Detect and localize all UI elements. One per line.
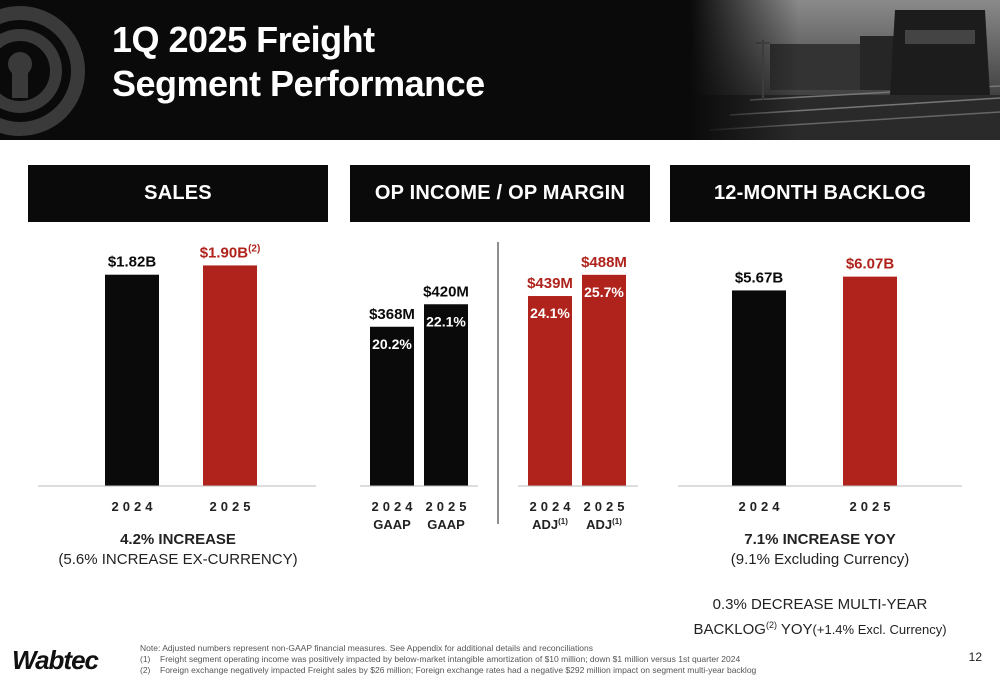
backlog-caption: 7.1% INCREASE YOY (9.1% Excluding Curren… bbox=[670, 530, 970, 570]
backlog-tick-label-2: 2025 bbox=[850, 499, 895, 514]
op_income-sub-label-4: ADJ(1) bbox=[586, 517, 622, 532]
wabtec-logo-mark bbox=[0, 6, 85, 136]
footnotes: Note: Adjusted numbers represent non-GAA… bbox=[140, 643, 900, 676]
backlog-bar-2 bbox=[843, 276, 897, 486]
page-title: 1Q 2025 Freight Segment Performance bbox=[112, 18, 485, 106]
backlog-panel-header: 12-MONTH BACKLOG bbox=[670, 165, 970, 222]
backlog-caption-headline: 7.1% INCREASE YOY bbox=[744, 531, 896, 548]
sales-bar-1 bbox=[105, 274, 159, 486]
sales-panel-header: SALES bbox=[28, 165, 328, 222]
op_income-tick-label-1: 2024 bbox=[372, 499, 417, 514]
op_income-bar-2 bbox=[424, 304, 468, 486]
op_income-margin-label-4: 25.7% bbox=[584, 284, 624, 300]
sales-tick-label-1: 2024 bbox=[112, 499, 157, 514]
wabtec-logo-wordmark: Wabtec bbox=[12, 645, 99, 675]
op_income-bar-4 bbox=[582, 274, 626, 486]
page-number: 12 bbox=[968, 650, 982, 664]
op_income-margin-label-3: 24.1% bbox=[530, 305, 570, 321]
sales-caption: 4.2% INCREASE (5.6% INCREASE EX-CURRENCY… bbox=[28, 530, 328, 570]
sales-bar-2 bbox=[203, 265, 257, 486]
backlog-caption-detail: (9.1% Excluding Currency) bbox=[730, 551, 910, 568]
op_income-margin-label-1: 20.2% bbox=[372, 336, 412, 352]
op_income-value-label-3: $439M bbox=[527, 275, 573, 292]
op-income-chart: $368M 20.2% 2024 GAAP $420M 22.1% 2025 GAAP $439… bbox=[360, 242, 638, 532]
sales-tick-label-2: 2025 bbox=[210, 499, 255, 514]
title-line-1: 1Q 2025 Freight bbox=[112, 19, 375, 60]
sales-caption-headline: 4.2% INCREASE bbox=[120, 531, 236, 548]
op_income-margin-label-2: 22.1% bbox=[426, 313, 466, 329]
footnote-2: (2) Foreign exchange negatively impacted … bbox=[140, 665, 757, 675]
op-income-panel-header: OP INCOME / OP MARGIN bbox=[350, 165, 650, 222]
title-line-2: Segment Performance bbox=[112, 63, 485, 104]
op_income-value-label-1: $368M bbox=[369, 306, 415, 323]
op-income-panel-title: OP INCOME / OP MARGIN bbox=[374, 182, 626, 204]
locomotive-photo bbox=[690, 0, 1000, 140]
backlog-bar-1 bbox=[732, 290, 786, 486]
backlog-value-label-2: $6.07B bbox=[846, 256, 895, 273]
op_income-tick-label-4: 2025 bbox=[584, 499, 629, 514]
op_income-value-label-2: $420M bbox=[423, 283, 469, 300]
sales-chart: $1.82B 2024 $1.90B(2) 2025 bbox=[38, 243, 316, 514]
op_income-sub-label-3: ADJ(1) bbox=[532, 517, 568, 532]
op_income-sub-label-1: GAAP bbox=[373, 517, 411, 532]
multi-year-backlog-caption: 0.3% DECREASE MULTI-YEAR BACKLOG(2) YOY(… bbox=[670, 595, 970, 640]
multi-year-backlog-line1: 0.3% DECREASE MULTI-YEAR bbox=[712, 596, 928, 613]
sales-caption-detail: (5.6% INCREASE EX-CURRENCY) bbox=[58, 551, 298, 568]
sales-panel-title: SALES bbox=[144, 182, 212, 204]
op_income-tick-label-3: 2024 bbox=[530, 499, 575, 514]
backlog-value-label-1: $5.67B bbox=[735, 269, 784, 286]
backlog-tick-label-1: 2024 bbox=[739, 499, 784, 514]
sales-value-label-1: $1.82B bbox=[108, 254, 157, 271]
footnote-1: (1) Freight segment operating income was … bbox=[140, 654, 741, 664]
header-banner: 1Q 2025 Freight Segment Performance bbox=[0, 0, 1000, 140]
footnote-intro: Note: Adjusted numbers represent non-GAA… bbox=[140, 643, 593, 653]
op_income-bar-1 bbox=[370, 326, 414, 486]
op_income-sub-label-2: GAAP bbox=[427, 517, 465, 532]
multi-year-backlog-line2: BACKLOG(2) YOY(+1.4% Excl. Currency) bbox=[693, 620, 947, 638]
op_income-tick-label-2: 2025 bbox=[426, 499, 471, 514]
op_income-value-label-4: $488M bbox=[581, 254, 627, 271]
backlog-panel-title: 12-MONTH BACKLOG bbox=[713, 182, 927, 204]
op_income-bar-3 bbox=[528, 296, 572, 486]
backlog-chart: $5.67B 2024 $6.07B 2025 bbox=[678, 256, 962, 514]
sales-value-label-2: $1.90B(2) bbox=[200, 243, 261, 261]
